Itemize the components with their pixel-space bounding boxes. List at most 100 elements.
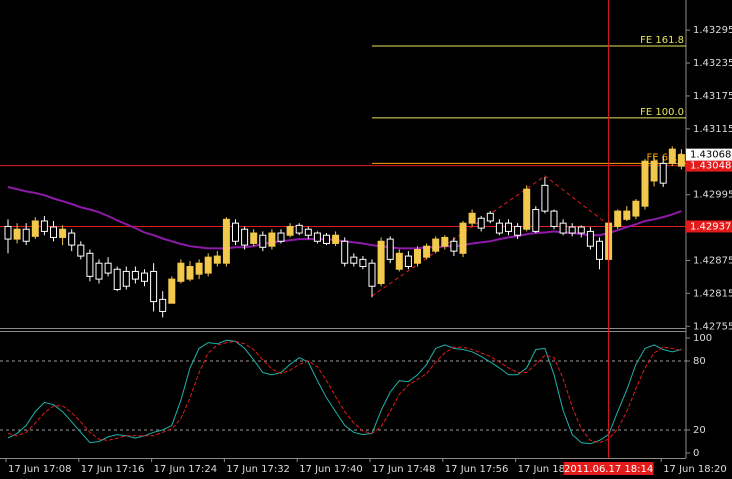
candle-body xyxy=(514,225,522,236)
x-tick-label: 17 Jun 17:16 xyxy=(81,464,145,475)
candle-body xyxy=(122,270,130,287)
fibo-label: FE 61.8 xyxy=(646,152,684,163)
candle-body xyxy=(204,256,212,274)
price-label: 1.42937 xyxy=(690,221,731,232)
y-tick-label: 1.42815 xyxy=(693,288,732,299)
current-price-label: 1.43068 xyxy=(690,150,731,161)
candle-body xyxy=(59,228,67,238)
candle-body xyxy=(423,245,431,258)
candle-body xyxy=(68,232,76,246)
candle-body xyxy=(468,212,476,224)
candle-body xyxy=(495,222,503,234)
candle-body xyxy=(432,238,440,252)
candle-body xyxy=(623,210,631,220)
current-price-bg xyxy=(686,148,732,161)
candle-body xyxy=(95,262,103,280)
candle-body xyxy=(4,225,12,240)
x-tick-label: 17 Jun 17:24 xyxy=(154,464,218,475)
candle-body xyxy=(222,218,230,264)
candle-body xyxy=(459,222,467,254)
candle-body xyxy=(295,224,303,234)
candle-body xyxy=(350,256,358,264)
candle-body xyxy=(341,240,349,264)
oscillator-line xyxy=(7,340,682,444)
candle-body xyxy=(614,210,622,227)
candle-body xyxy=(441,236,449,247)
y-tick-label: 1.42995 xyxy=(693,190,732,201)
candle-body xyxy=(414,248,421,264)
candle-body xyxy=(31,220,39,237)
candle-body xyxy=(104,262,112,274)
y-tick-label: 0 xyxy=(693,448,699,459)
candle-body xyxy=(177,262,185,282)
y-tick-label: 80 xyxy=(693,356,706,367)
y-tick-label: 1.42875 xyxy=(693,255,732,266)
candle-body xyxy=(386,238,394,260)
candle-body xyxy=(40,220,48,232)
candle-body xyxy=(677,154,685,167)
candle-body xyxy=(195,262,203,275)
candle-body xyxy=(523,188,531,230)
candle-body xyxy=(77,244,85,257)
candle-body xyxy=(168,278,176,304)
candle-body xyxy=(277,232,285,242)
candle-body xyxy=(477,217,485,229)
y-tick-label: 20 xyxy=(693,425,706,436)
candle-body xyxy=(541,184,549,212)
candle-body xyxy=(213,255,221,264)
oscillator-line xyxy=(7,339,682,445)
fibo-label: FE 161.8 xyxy=(640,35,684,46)
candle-body xyxy=(86,252,94,277)
candle-body xyxy=(22,228,30,242)
x-tick-label: 17 Jun 18:04 xyxy=(518,464,582,475)
candle-body xyxy=(404,255,412,267)
candle-body xyxy=(650,160,658,182)
crosshair-label: 2011.06.17 18:14 xyxy=(564,464,653,475)
candle-body xyxy=(186,265,194,280)
candle-body xyxy=(577,226,585,234)
candle-body xyxy=(532,208,540,232)
candle-body xyxy=(313,232,321,242)
candle-body xyxy=(377,240,385,284)
candle-body xyxy=(368,262,376,287)
candle-body xyxy=(505,222,512,232)
candle-body xyxy=(568,226,576,234)
candle-body xyxy=(259,234,267,248)
candle-body xyxy=(141,272,148,282)
candle-body xyxy=(450,240,458,252)
y-tick-label: 1.43175 xyxy=(693,91,732,102)
candle-body xyxy=(659,162,667,184)
candle-body xyxy=(395,252,403,270)
y-tick-label: 100 xyxy=(693,333,712,344)
candle-body xyxy=(559,222,567,234)
candle-body xyxy=(50,226,57,238)
candle-body xyxy=(586,230,594,247)
crosshair-label-bg xyxy=(563,462,654,475)
y-tick-label: 1.42755 xyxy=(693,321,732,332)
x-tick-label: 17 Jun 17:08 xyxy=(8,464,72,475)
candle-body xyxy=(304,228,312,236)
x-tick-label: 17 Jun 18:20 xyxy=(663,464,727,475)
price-label-bg xyxy=(686,220,732,233)
x-tick-label: 17 Jun 17:56 xyxy=(445,464,509,475)
candle-body xyxy=(250,232,258,244)
x-tick-label: 17 Jun 17:32 xyxy=(226,464,290,475)
candle-body xyxy=(131,270,139,280)
candle-body xyxy=(668,148,676,164)
candle-body xyxy=(286,225,294,236)
y-tick-label: 1.43235 xyxy=(693,58,732,69)
candle-body xyxy=(113,268,121,291)
candle-body xyxy=(150,270,158,303)
candle-body xyxy=(268,232,276,247)
candle-body xyxy=(332,234,340,244)
candle-body xyxy=(323,234,330,244)
x-tick-label: 17 Jun 17:48 xyxy=(372,464,436,475)
candle-body xyxy=(596,240,603,260)
candle-body xyxy=(550,210,558,227)
candle-body xyxy=(241,228,249,246)
y-tick-label: 1.43295 xyxy=(693,25,732,36)
candle-body xyxy=(632,200,640,217)
